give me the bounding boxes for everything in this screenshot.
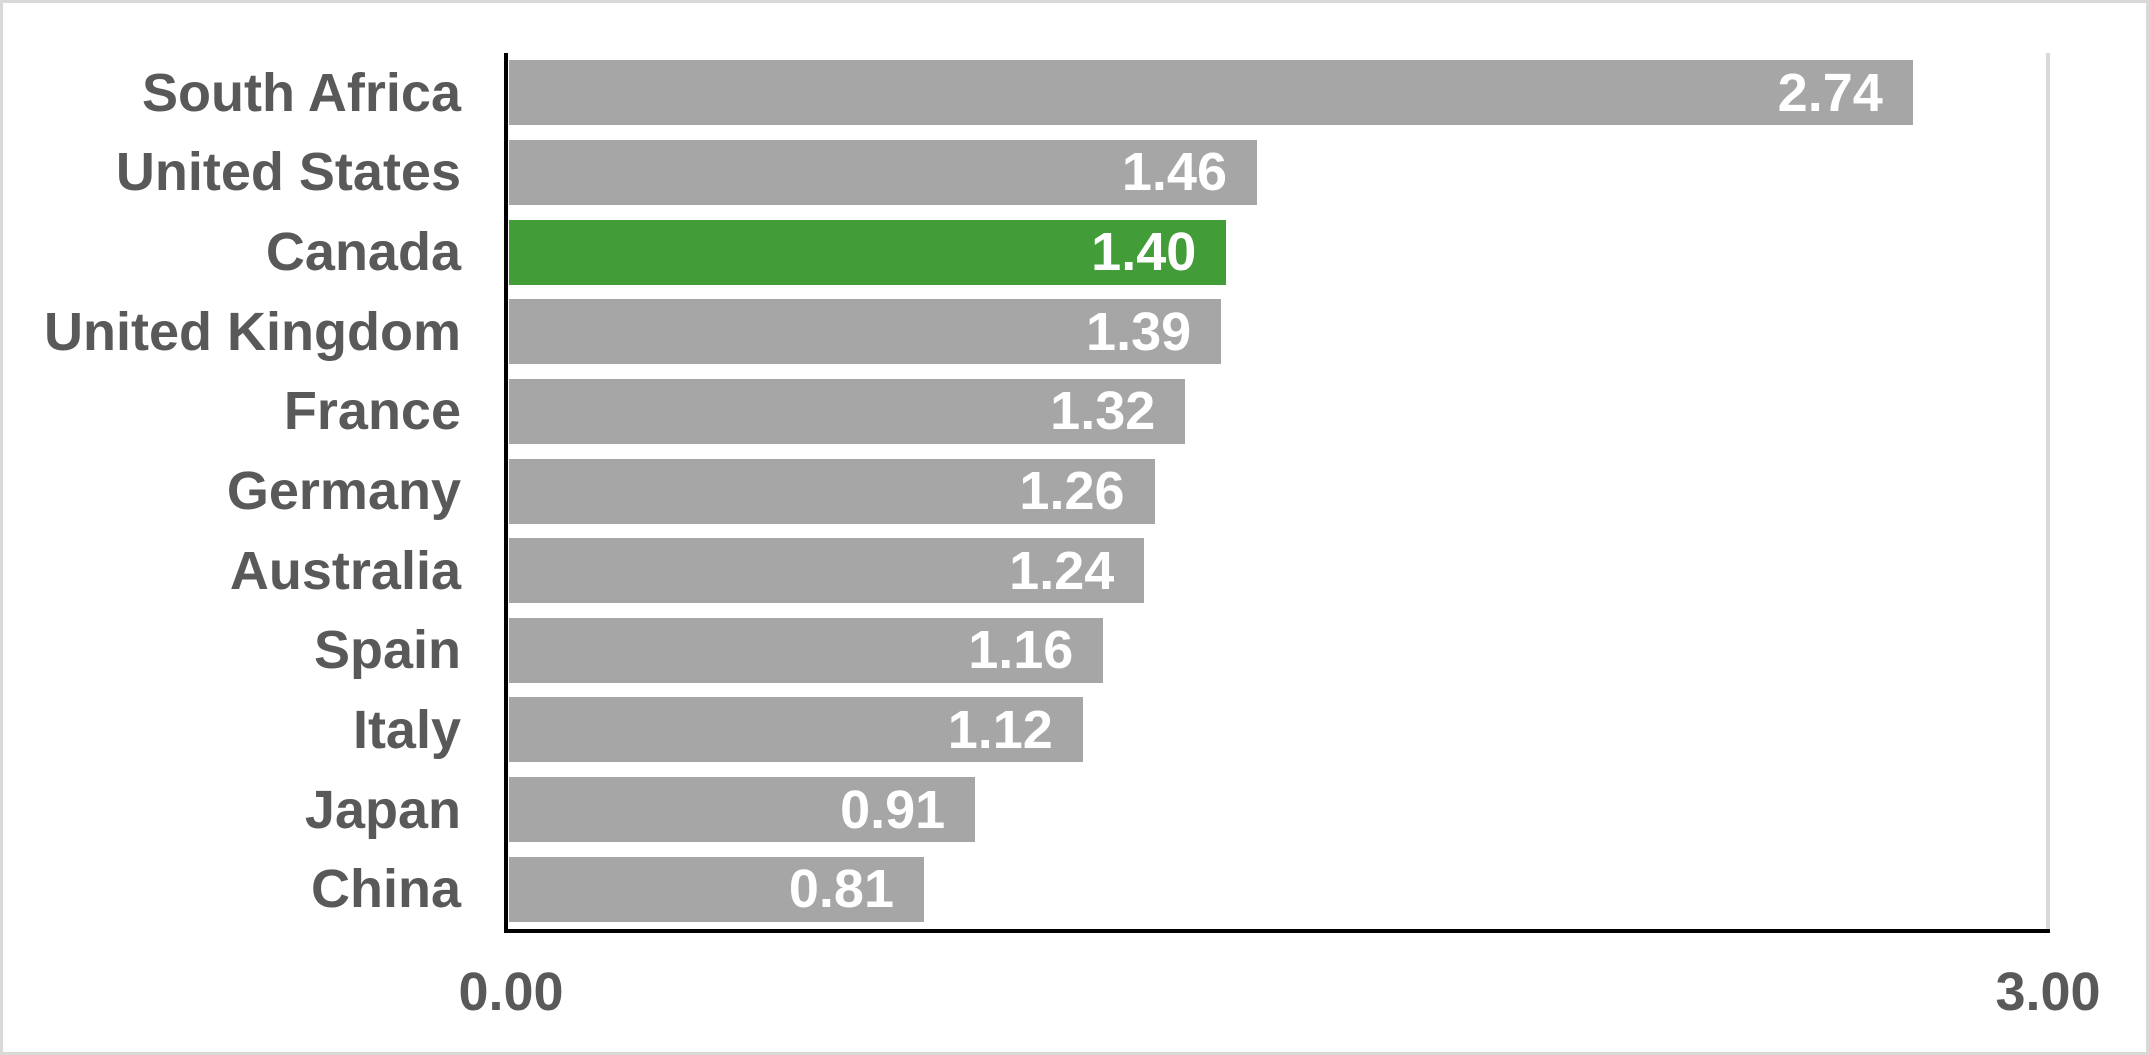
bar-row-united-kingdom: United Kingdom 1.39 [3,292,2046,372]
x-tick-label-min: 0.00 [458,962,564,1022]
bar-track: 1.12 [509,690,2046,770]
x-axis-line [504,929,2050,933]
bar-row-australia: Australia 1.24 [3,531,2046,611]
bar-row-germany: Germany 1.26 [3,451,2046,531]
bar-row-united-states: United States 1.46 [3,133,2046,213]
bar-track: 1.32 [509,372,2046,452]
bar-track: 1.40 [509,212,2046,292]
bar-value-label: 1.12 [947,699,1053,760]
bar-row-france: France 1.32 [3,372,2046,452]
bar-china: 0.81 [509,856,924,922]
bar-spain: 1.16 [509,617,1104,683]
bar-italy: 1.12 [509,697,1083,763]
x-tick-label-max: 3.00 [1995,962,2101,1022]
bar-track: 1.16 [509,610,2046,690]
category-label-canada: Canada [265,222,461,283]
bar-value-label: 1.24 [1009,540,1115,601]
bar-value-label: 1.46 [1121,142,1227,203]
category-label-germany: Germany [226,461,461,522]
bar-value-label: 1.39 [1086,301,1192,362]
bar-value-label: 1.32 [1050,381,1156,442]
bar-united-states: 1.46 [509,139,1257,205]
bar-track: 1.46 [509,133,2046,213]
bar-value-label: 2.74 [1777,62,1883,123]
gridline-right [2046,53,2050,929]
category-label-italy: Italy [352,699,461,760]
bar-track: 1.39 [509,292,2046,372]
bar-south-africa: 2.74 [509,60,1913,126]
category-label-japan: Japan [304,779,461,840]
bar-track: 2.74 [509,53,2046,133]
bar-row-canada: Canada 1.40 [3,212,2046,292]
category-label-united-kingdom: United Kingdom [44,301,461,362]
bar-track: 0.81 [509,849,2046,929]
category-label-france: France [283,381,461,442]
bar-value-label: 1.26 [1019,461,1125,522]
bar-value-label: 1.40 [1091,222,1197,283]
y-axis-line [504,53,508,933]
bar-value-label: 0.81 [788,859,894,920]
bar-track: 1.26 [509,451,2046,531]
bar-rows: South Africa 2.74 United States 1.46 Canada 1… [3,53,2046,929]
bar-row-spain: Spain 1.16 [3,610,2046,690]
category-label-china: China [310,859,461,920]
bar-germany: 1.26 [509,458,1155,524]
bar-row-japan: Japan 0.91 [3,770,2046,850]
category-label-south-africa: South Africa [141,62,461,123]
category-label-spain: Spain [313,620,461,681]
bar-australia: 1.24 [509,538,1145,604]
category-label-australia: Australia [229,540,461,601]
bar-value-label: 0.91 [840,779,946,840]
bar-canada: 1.40 [509,219,1227,285]
bar-track: 1.24 [509,531,2046,611]
bar-row-italy: Italy 1.12 [3,690,2046,770]
category-label-united-states: United States [115,142,461,203]
bar-france: 1.32 [509,378,1186,444]
bar-row-south-africa: South Africa 2.74 [3,53,2046,133]
bar-track: 0.91 [509,770,2046,850]
bar-japan: 0.91 [509,777,976,843]
bar-row-china: China 0.81 [3,849,2046,929]
bar-value-label: 1.16 [968,620,1074,681]
bar-united-kingdom: 1.39 [509,299,1222,365]
